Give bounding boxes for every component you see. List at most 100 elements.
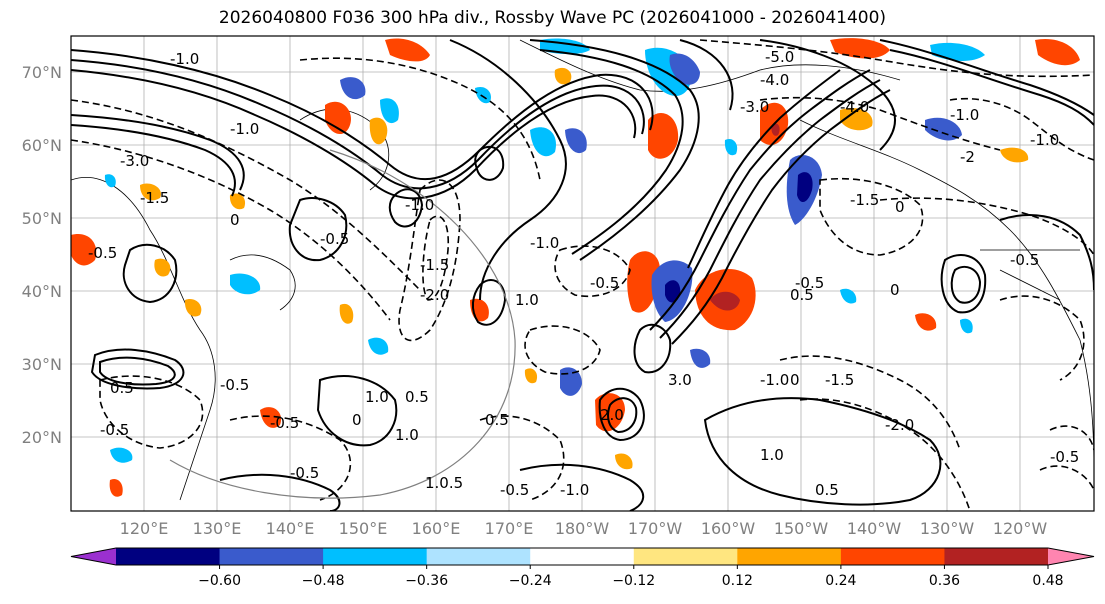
lat-label: 40°N [22,282,62,301]
colorbar-segment [840,548,945,565]
contour-label: 1.0 [365,388,389,406]
graticule [71,36,1094,511]
contour-label: -2 [960,148,975,166]
region-outline [169,149,516,499]
colorbar-extend-min [71,548,116,565]
contour-label: -2.0 [420,286,449,304]
contour-label: -0.5 [1010,251,1039,269]
contour-label: -1.0 [405,196,434,214]
lon-label: 120°W [993,519,1048,538]
contour-label: -1.0 [950,106,979,124]
map-area [71,36,1094,511]
colorbar-tick-label: −0.60 [198,573,241,589]
colorbar-segment [116,548,221,565]
contour-label: 1.0 [515,291,539,309]
contour-label: -2.0 [885,416,914,434]
lat-label: 50°N [22,209,62,228]
lon-label: 140°W [847,519,902,538]
colorbar-tick-label: 0.24 [825,573,856,589]
colorbar-segment [323,548,428,565]
contour-label: 0 [230,211,240,229]
contour-label: 0.5 [485,411,509,429]
contour-label: -0.5 [290,464,319,482]
contour-label: -0.5 [220,376,249,394]
contour-label: 0.5 [815,481,839,499]
contour-label: 1.0 [395,426,419,444]
lon-label: 160°W [701,519,756,538]
contour-label: -3.0 [120,152,149,170]
lat-label: 60°N [22,136,62,155]
colorbar-tick-label: 0.36 [929,573,960,589]
colorbar-tick-label: −0.12 [612,573,655,589]
colorbar-segment [633,548,738,565]
colorbar-segment [426,548,531,565]
contour-label: -0.5 [88,244,117,262]
contour-label: -0.5 [795,274,824,292]
contour-label: 0.5 [405,388,429,406]
contour-label: -3.0 [740,98,769,116]
contour-labels: -1.0 -1.0 -3.0 -1.5 -0.5 -0.5 -1.0 -1.5 … [88,48,1079,499]
contour-label: -4.0 [840,98,869,116]
contour-label: 0 [352,411,362,429]
colorbar: −0.60 −0.48 −0.36 −0.24 −0.12 0.12 0.24 0.36 0.4… [70,547,1095,589]
lon-labels: 120°E 130°E 140°E 150°E 160°E 170°E 180°… [120,519,1048,538]
negative-contours [71,39,1094,511]
contour-label: -1.5 [850,191,879,209]
contour-label: 0.5 [110,379,134,397]
lat-label: 20°N [22,428,62,447]
lon-label: 130°E [193,519,242,538]
colorbar-segment [530,548,635,565]
map-title: 2026040800 F036 300 hPa div., Rossby Wav… [218,8,887,28]
lon-label: 120°E [120,519,169,538]
contour-label: -1.0 [230,120,259,138]
contour-label: -1.0 [170,50,199,68]
lat-label: 30°N [22,355,62,374]
contour-label: -0.5 [590,274,619,292]
lon-label: 150°W [774,519,829,538]
lat-label: 70°N [22,63,62,82]
contour-label: 0.5 [790,286,814,304]
contour-label: -1.5 [825,371,854,389]
div-shading [71,38,1080,497]
contour-label: -0.5 [100,421,129,439]
colorbar-tick-label: −0.24 [509,573,552,589]
contour-label: 1.0 [760,446,784,464]
contour-label: -5.0 [765,48,794,66]
contour-label: 1.0.5 [425,474,463,492]
colorbar-tick-label: −0.48 [302,573,345,589]
colorbar-tick-label: 0.48 [1032,573,1063,589]
contour-label: -0.5 [1050,448,1079,466]
contour-label: -1.0 [1030,131,1059,149]
contour-label: -1.5 [140,189,169,207]
lat-labels: 70°N 60°N 50°N 40°N 30°N 20°N [22,63,62,447]
colorbar-extend-max [1048,548,1094,565]
lon-label: 170°E [485,519,534,538]
positive-contours [71,39,1094,511]
lon-label: 150°E [339,519,388,538]
colorbar-outline [70,547,1095,566]
contour-label: -1.0 [560,481,589,499]
contour-label: -1.0 [760,371,789,389]
contour-label: -1.5 [420,256,449,274]
lon-label: 140°E [266,519,315,538]
contour-label: -0.5 [320,230,349,248]
lon-label: 160°E [412,519,461,538]
colorbar-tick-label: 0.12 [722,573,753,589]
contour-label: -0.5 [500,481,529,499]
lon-label: 130°W [920,519,975,538]
map-border [70,35,1095,512]
colorbar-segment [737,548,842,565]
contour-label: 0 [895,198,905,216]
lon-label: 170°W [628,519,683,538]
contour-label: 0 [890,281,900,299]
contour-label: 3.0 [668,371,692,389]
contour-label: 2.0 [600,406,624,424]
colorbar-segment [219,548,324,565]
contour-label: -1.0 [530,234,559,252]
colorbar-tick-label: −0.36 [405,573,448,589]
contour-label: -0.5 [270,414,299,432]
contour-label: 0 [790,371,800,389]
contour-label: -4.0 [760,71,789,89]
colorbar-segment [944,548,1049,565]
